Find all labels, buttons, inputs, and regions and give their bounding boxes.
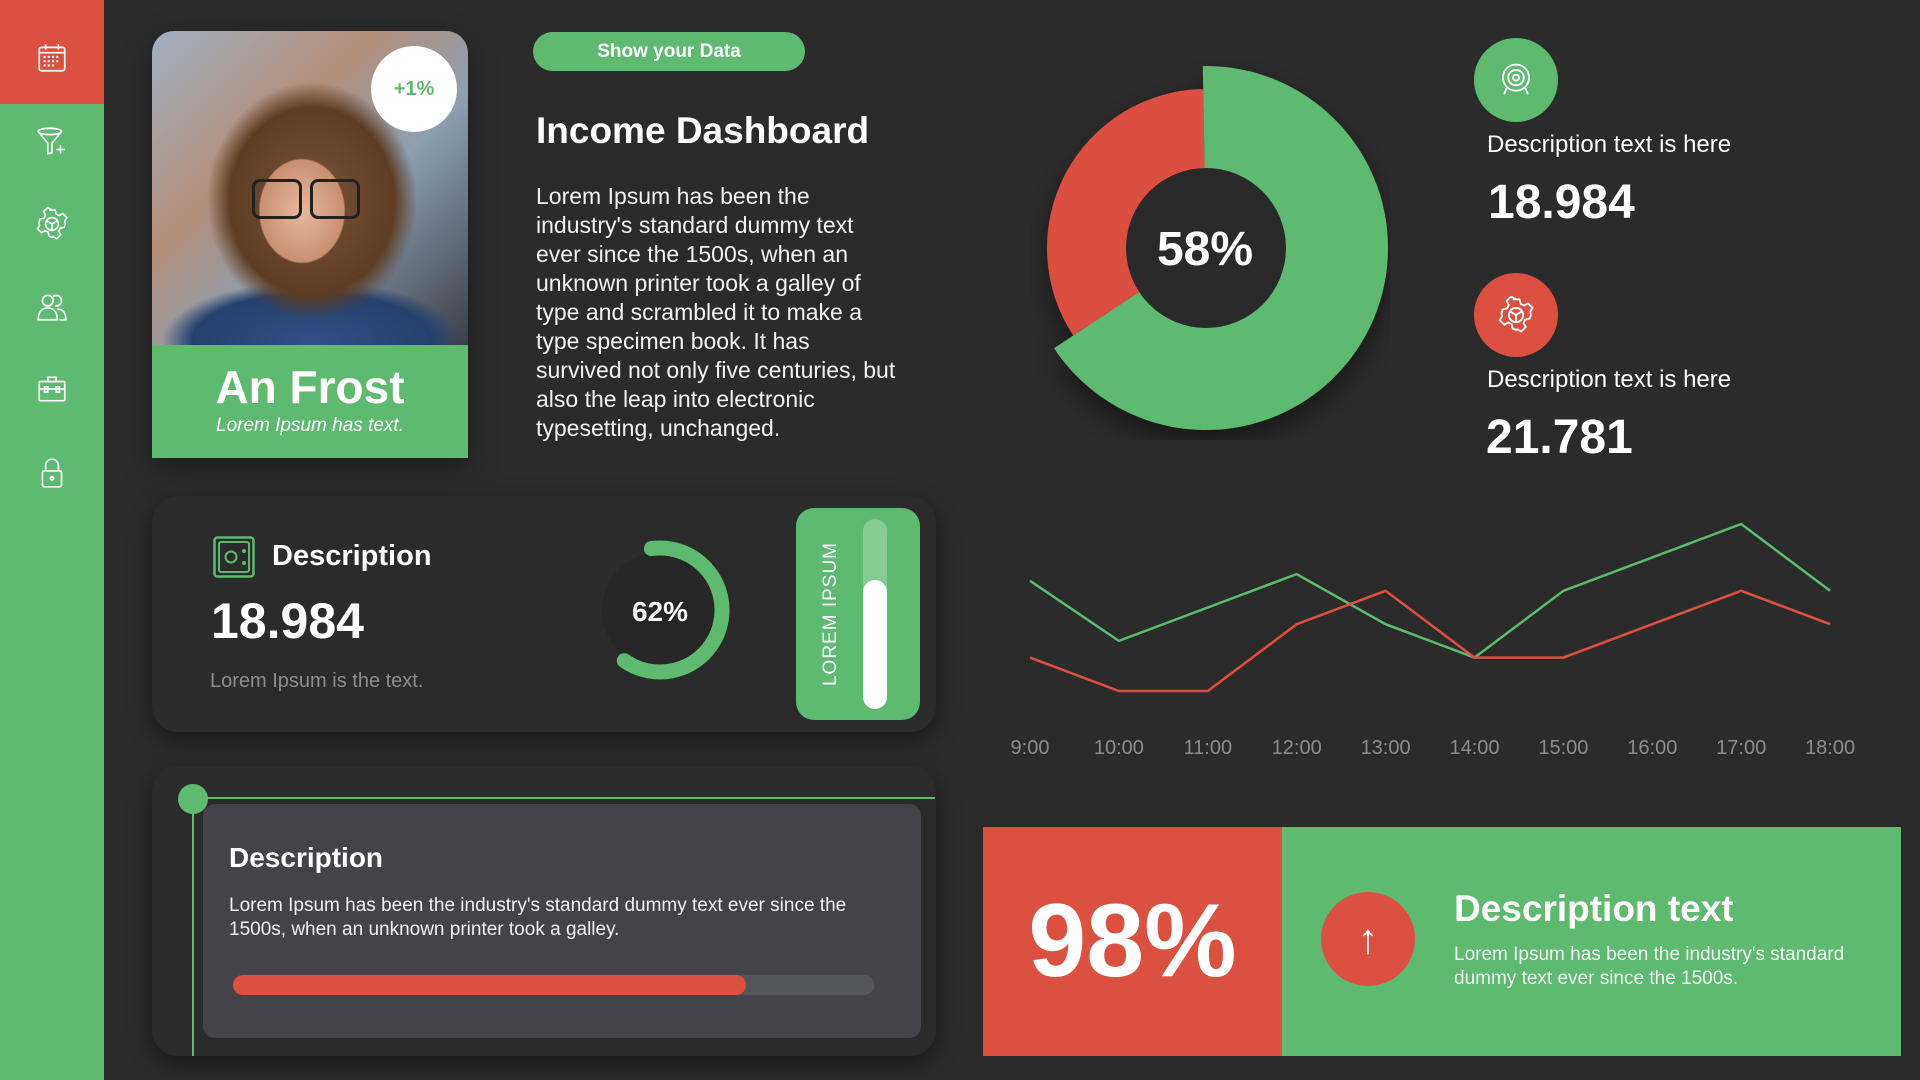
timeline-line-horizontal — [193, 797, 935, 799]
donut-segment-red — [1046, 89, 1205, 336]
sidebar-item-settings[interactable] — [32, 204, 72, 244]
safe-icon — [213, 536, 255, 578]
target-icon — [1501, 63, 1531, 95]
vertical-progress-fill — [863, 579, 887, 709]
progress-bar-fill — [233, 975, 746, 995]
highlight-title: Description text — [1454, 888, 1734, 929]
progress-ring-inner — [602, 552, 718, 668]
donut-chart — [1046, 66, 1389, 430]
line-series-red — [1029, 589, 1831, 693]
vertical-progress-label: LOREM IPSUM — [820, 541, 841, 687]
sidebar-item-lock[interactable] — [32, 453, 72, 493]
calendar-icon — [38, 44, 66, 72]
line-series-green — [1029, 522, 1831, 660]
sidebar-item-users[interactable] — [32, 287, 72, 327]
line-chart — [1029, 522, 1831, 693]
sidebar-item-toolbox[interactable] — [32, 369, 72, 409]
summary-title: Description — [272, 540, 432, 572]
arrow-up-icon: ↑ — [1321, 892, 1415, 986]
sidebar — [0, 0, 104, 1080]
timeline-dot — [178, 784, 208, 814]
timeline-panel — [203, 804, 921, 1038]
progress-bar-track — [233, 975, 874, 995]
stat-2-icon-circle — [1474, 273, 1558, 357]
progress-ring-label: 62% — [631, 596, 689, 627]
timeline-title: Description — [229, 842, 384, 873]
gear-wheel-icon — [36, 207, 68, 240]
sidebar-item-filter[interactable] — [32, 121, 72, 161]
vertical-progress-track — [863, 519, 887, 709]
sidebar-item-calendar[interactable] — [32, 38, 72, 78]
timeline-text: Lorem Ipsum has been the industry's stan… — [229, 895, 847, 940]
show-data-button[interactable]: Show your Data — [533, 32, 805, 71]
lock-icon — [41, 458, 63, 488]
highlight-text: Lorem Ipsum has been the industry's stan… — [1454, 944, 1845, 989]
funnel-plus-icon — [37, 127, 65, 155]
progress-ring-arc — [616, 540, 730, 680]
x-axis-label: 12:00 — [1271, 737, 1322, 759]
progress-ring — [602, 540, 730, 680]
donut-segment-green — [1054, 66, 1389, 430]
stat-1-icon-circle — [1474, 38, 1558, 122]
donut-hole — [1126, 168, 1286, 328]
x-axis-label: 13:00 — [1360, 737, 1411, 759]
highlight-percent: 98% — [983, 827, 1282, 1056]
donut-center-label: 58% — [1156, 223, 1254, 276]
gear-wheel-icon — [1498, 296, 1534, 333]
x-axis-label: 9:00 — [1010, 737, 1050, 759]
x-axis-label: 15:00 — [1538, 737, 1589, 759]
x-axis-label: 17:00 — [1716, 737, 1767, 759]
page-title: Income Dashboard — [536, 110, 870, 151]
change-badge: +1% — [371, 46, 457, 132]
vertical-progress-card: LOREM IPSUM — [796, 508, 920, 720]
x-axis-label: 11:00 — [1183, 737, 1233, 759]
profile-subtitle: Lorem Ipsum has text. — [216, 415, 404, 436]
profile-footer: An Frost Lorem Ipsum has text. — [152, 345, 468, 458]
photo-detail — [252, 179, 362, 219]
x-axis-label: 14:00 — [1449, 737, 1500, 759]
stat-2-value: 21.781 — [1486, 411, 1633, 464]
x-axis-label: 16:00 — [1627, 737, 1678, 759]
timeline-line-vertical — [192, 808, 194, 1056]
x-axis-label: 18:00 — [1805, 737, 1856, 759]
summary-subtitle: Lorem Ipsum is the text. — [210, 670, 424, 692]
intro-paragraph: Lorem Ipsum has been the industry's stan… — [536, 183, 896, 441]
stat-1-description: Description text is here — [1487, 131, 1732, 158]
toolbox-icon — [38, 376, 66, 402]
summary-value: 18.984 — [211, 593, 364, 649]
x-axis-label: 10:00 — [1093, 737, 1144, 759]
profile-name: An Frost — [215, 361, 405, 413]
stat-2-description: Description text is here — [1487, 366, 1732, 393]
users-icon — [37, 294, 67, 321]
profile-card: +1% An Frost Lorem Ipsum has text. — [152, 31, 468, 458]
stat-1-value: 18.984 — [1488, 176, 1635, 229]
